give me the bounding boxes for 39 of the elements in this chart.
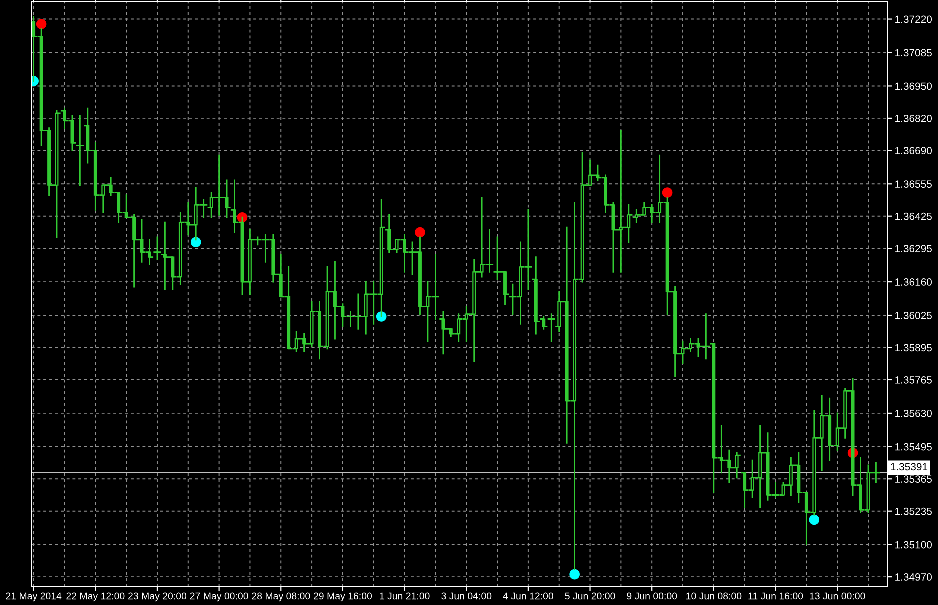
x-tick-label: 21 May 2014 <box>6 592 62 602</box>
point <box>570 569 580 580</box>
y-tick-label: 1.36425 <box>896 212 932 220</box>
y-tick-label: 1.35895 <box>896 344 932 352</box>
ref-line-label: 1.35391 <box>891 463 928 471</box>
y-tick-label: 1.36160 <box>896 278 932 286</box>
y-tick-label: 1.36025 <box>896 312 932 320</box>
x-tick-label: 1 Jun 21:00 <box>380 592 430 600</box>
x-tick-label: 4 Jun 12:00 <box>503 592 554 600</box>
y-tick-label: 1.35630 <box>896 410 932 418</box>
x-tick-label: 22 May 12:00 <box>66 592 125 602</box>
y-tick-label: 1.35235 <box>896 508 932 516</box>
x-tick-label: 29 May 16:00 <box>314 592 372 602</box>
y-tick-label: 1.37085 <box>896 49 932 57</box>
x-tick-label: 3 Jun 04:00 <box>442 592 492 600</box>
x-tick-label: 10 Jun 08:00 <box>686 592 742 600</box>
point <box>662 188 673 198</box>
x-tick-label: 11 Jun 16:00 <box>748 592 804 600</box>
x-tick-label: 13 Jun 00:00 <box>810 592 866 600</box>
point <box>36 19 47 30</box>
y-tick-label: 1.35495 <box>896 443 932 451</box>
point <box>190 237 202 248</box>
x-tick-label: 23 May 20:00 <box>128 592 187 602</box>
y-tick-label: 1.36295 <box>896 245 932 252</box>
y-tick-label: 1.36820 <box>896 114 932 122</box>
y-tick-label: 1.35765 <box>896 376 932 384</box>
x-tick-label: 9 Jun 00:00 <box>627 592 678 600</box>
x-tick-label: 5 Jun 20:00 <box>565 592 616 600</box>
y-tick-label: 1.35365 <box>896 476 932 484</box>
point <box>809 514 820 526</box>
y-tick-label: 1.36690 <box>896 147 932 155</box>
y-tick-label: 1.36555 <box>896 180 932 188</box>
y-tick-label: 1.37220 <box>896 16 932 24</box>
y-tick-label: 1.34970 <box>896 574 932 581</box>
x-tick-label: 28 May 08:00 <box>252 592 310 602</box>
x-tick-label: 27 May 00:00 <box>190 592 248 602</box>
y-tick-label: 1.36950 <box>896 82 932 90</box>
point <box>415 227 426 238</box>
y-tick-label: 1.35100 <box>896 541 932 549</box>
